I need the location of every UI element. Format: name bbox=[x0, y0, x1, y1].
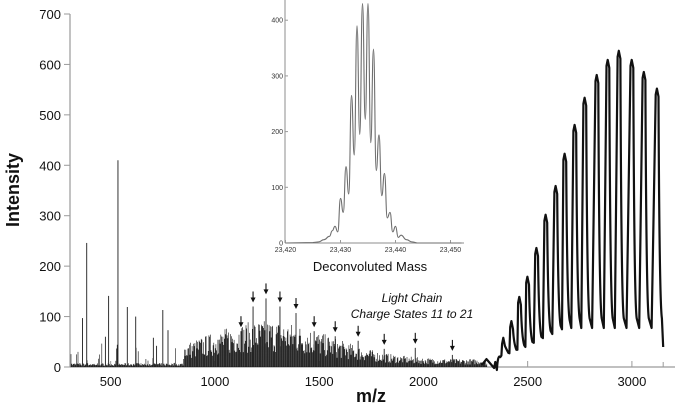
y-tick-label: 400 bbox=[39, 158, 61, 173]
y-axis-title: Intensity bbox=[3, 153, 23, 227]
y-tick-label: 100 bbox=[39, 310, 61, 325]
x-tick-label: 500 bbox=[100, 374, 122, 389]
arrow-head-icon bbox=[332, 327, 338, 333]
inset-x-tick-label: 23,430 bbox=[330, 247, 352, 254]
y-tick-label: 600 bbox=[39, 57, 61, 72]
inset-x-tick-label: 23,440 bbox=[385, 247, 407, 254]
arrow-head-icon bbox=[449, 345, 455, 351]
stick-peaks bbox=[82, 160, 453, 367]
y-axis-ticks: 0 100 200 300 400 500 600 700 bbox=[39, 7, 70, 375]
inset-y-tick-label: 200 bbox=[271, 129, 283, 136]
inset-y-tick-label: 100 bbox=[271, 185, 283, 192]
inset-x-axis-title: Deconvoluted Mass bbox=[313, 259, 428, 274]
x-tick-label: 1500 bbox=[305, 374, 334, 389]
annotation-charge-states: Charge States 11 to 21 bbox=[351, 307, 474, 321]
x-tick-label: 1000 bbox=[200, 374, 229, 389]
arrow-head-icon bbox=[311, 322, 317, 328]
inset-x-axis-ticks: 23,420 23,430 23,440 23,450 bbox=[275, 240, 462, 254]
arrow-head-icon bbox=[277, 297, 283, 303]
x-tick-label: 2000 bbox=[409, 374, 438, 389]
charge-state-arrows bbox=[238, 283, 455, 351]
inset-y-tick-label: 0 bbox=[279, 241, 283, 248]
arrow-head-icon bbox=[381, 339, 387, 345]
x-tick-label: 3000 bbox=[617, 374, 646, 389]
y-tick-label: 700 bbox=[39, 7, 61, 22]
arrow-head-icon bbox=[293, 304, 299, 310]
inset-x-tick-label: 23,420 bbox=[275, 247, 297, 254]
arrow-head-icon bbox=[355, 331, 361, 337]
y-tick-label: 300 bbox=[39, 209, 61, 224]
inset-y-tick-label: 400 bbox=[271, 18, 283, 25]
envelope-trace bbox=[480, 49, 665, 372]
arrow-head-icon bbox=[238, 322, 244, 328]
y-tick-label: 500 bbox=[39, 108, 61, 123]
y-tick-label: 200 bbox=[39, 259, 61, 274]
y-tick-label: 0 bbox=[54, 360, 61, 375]
noise-trace bbox=[70, 321, 488, 367]
arrow-head-icon bbox=[250, 297, 256, 303]
arrow-head-icon bbox=[412, 338, 418, 344]
x-axis-title: m/z bbox=[356, 386, 386, 406]
annotation-light-chain: Light Chain bbox=[382, 291, 443, 305]
inset-y-tick-label: 300 bbox=[271, 73, 283, 80]
heavy-chain-envelope bbox=[480, 49, 665, 372]
arrow-head-icon bbox=[263, 289, 269, 295]
baseline-noise bbox=[70, 321, 488, 367]
x-tick-label: 2500 bbox=[513, 374, 542, 389]
inset-deconvoluted-chart: 0 100 200 300 400 23,420 23,430 23,440 23,450 D… bbox=[271, 0, 464, 274]
inset-x-tick-label: 23,450 bbox=[440, 247, 462, 254]
x-axis-ticks: 500 1000 1500 2000 2500 3000 bbox=[100, 361, 664, 389]
inset-isotope-trace bbox=[285, 2, 462, 244]
